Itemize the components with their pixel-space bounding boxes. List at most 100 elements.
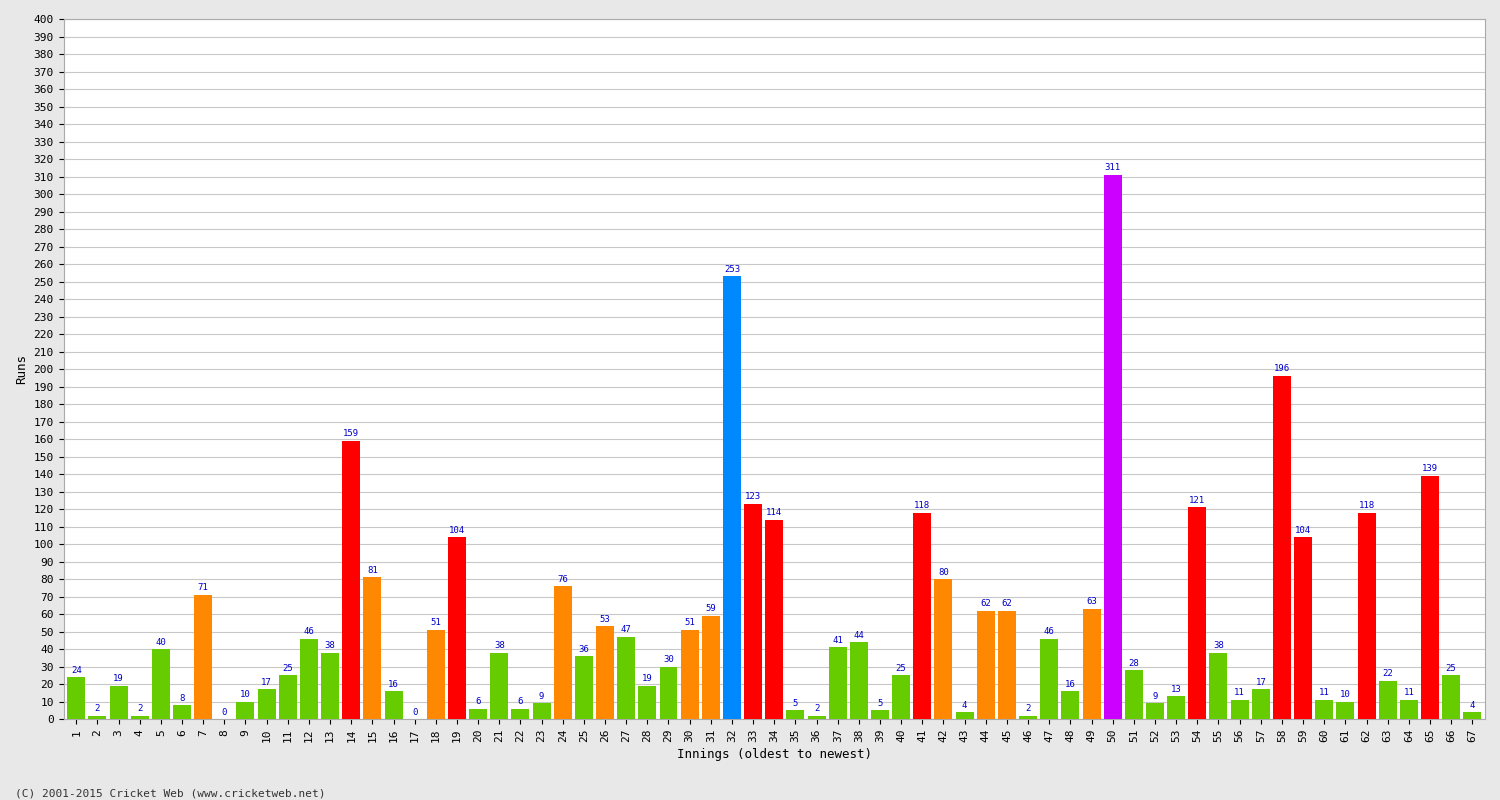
Bar — [130, 716, 148, 719]
Bar — [194, 595, 211, 719]
Text: 76: 76 — [558, 574, 568, 583]
Bar — [1209, 653, 1227, 719]
Bar — [681, 630, 699, 719]
Text: 159: 159 — [344, 430, 360, 438]
Text: 121: 121 — [1190, 496, 1206, 505]
Bar — [152, 650, 170, 719]
Text: 38: 38 — [494, 641, 504, 650]
Bar — [786, 710, 804, 719]
Text: 71: 71 — [198, 583, 208, 592]
Text: 19: 19 — [112, 674, 125, 683]
Bar — [1062, 691, 1080, 719]
Text: 24: 24 — [70, 666, 81, 674]
Bar — [258, 690, 276, 719]
Text: 11: 11 — [1234, 688, 1245, 698]
Text: 4: 4 — [1470, 701, 1474, 710]
Text: 36: 36 — [579, 645, 590, 654]
Bar — [1104, 174, 1122, 719]
Text: 6: 6 — [518, 697, 524, 706]
Text: 63: 63 — [1086, 598, 1096, 606]
Text: 46: 46 — [1044, 627, 1054, 636]
Bar — [1146, 703, 1164, 719]
Bar — [828, 647, 846, 719]
Bar — [807, 716, 825, 719]
Text: 30: 30 — [663, 655, 674, 664]
Bar — [1167, 697, 1185, 719]
Text: 17: 17 — [1256, 678, 1266, 687]
Text: 4: 4 — [962, 701, 968, 710]
Text: 311: 311 — [1104, 163, 1120, 172]
Bar — [1041, 638, 1058, 719]
Bar — [363, 578, 381, 719]
Text: 10: 10 — [240, 690, 250, 699]
Text: 9: 9 — [1152, 692, 1158, 701]
Text: 104: 104 — [448, 526, 465, 534]
Bar — [1188, 507, 1206, 719]
Text: 25: 25 — [282, 664, 292, 673]
Bar — [976, 610, 994, 719]
Bar — [574, 656, 592, 719]
Bar — [914, 513, 932, 719]
Text: 22: 22 — [1383, 669, 1394, 678]
Bar — [892, 675, 910, 719]
Bar — [1019, 716, 1036, 719]
Bar — [1252, 690, 1270, 719]
Bar — [448, 537, 466, 719]
Text: 2: 2 — [94, 704, 100, 713]
Bar — [512, 709, 530, 719]
Text: (C) 2001-2015 Cricket Web (www.cricketweb.net): (C) 2001-2015 Cricket Web (www.cricketwe… — [15, 788, 326, 798]
Bar — [237, 702, 255, 719]
Text: 47: 47 — [621, 626, 632, 634]
Bar — [342, 441, 360, 719]
Text: 118: 118 — [915, 501, 930, 510]
Bar — [300, 638, 318, 719]
Bar — [998, 610, 1016, 719]
Text: 19: 19 — [642, 674, 652, 683]
Text: 13: 13 — [1172, 685, 1182, 694]
Text: 16: 16 — [388, 679, 399, 689]
Text: 51: 51 — [430, 618, 441, 627]
Text: 0: 0 — [413, 707, 417, 717]
Text: 11: 11 — [1404, 688, 1414, 698]
Text: 6: 6 — [476, 697, 482, 706]
Y-axis label: Runs: Runs — [15, 354, 28, 384]
Bar — [427, 630, 445, 719]
Bar — [172, 706, 190, 719]
Bar — [384, 691, 402, 719]
Text: 2: 2 — [136, 704, 142, 713]
Text: 114: 114 — [766, 508, 783, 517]
Text: 25: 25 — [1446, 664, 1456, 673]
Bar — [1125, 670, 1143, 719]
Bar — [1230, 700, 1248, 719]
Text: 139: 139 — [1422, 464, 1438, 474]
Bar — [1400, 700, 1417, 719]
Text: 2: 2 — [1026, 704, 1030, 713]
Bar — [744, 504, 762, 719]
Text: 118: 118 — [1359, 501, 1374, 510]
Text: 62: 62 — [1002, 599, 1013, 608]
Text: 28: 28 — [1128, 658, 1138, 667]
X-axis label: Innings (oldest to newest): Innings (oldest to newest) — [676, 748, 871, 761]
Text: 0: 0 — [222, 707, 226, 717]
Bar — [470, 709, 488, 719]
Text: 53: 53 — [600, 615, 610, 624]
Bar — [1442, 675, 1460, 719]
Text: 196: 196 — [1274, 365, 1290, 374]
Bar — [490, 653, 508, 719]
Bar — [702, 616, 720, 719]
Text: 17: 17 — [261, 678, 272, 687]
Bar — [321, 653, 339, 719]
Text: 38: 38 — [324, 641, 336, 650]
Text: 25: 25 — [896, 664, 906, 673]
Bar — [532, 703, 550, 719]
Text: 5: 5 — [878, 699, 882, 708]
Bar — [1274, 376, 1292, 719]
Text: 80: 80 — [938, 567, 950, 577]
Text: 38: 38 — [1214, 641, 1224, 650]
Text: 16: 16 — [1065, 679, 1076, 689]
Text: 2: 2 — [815, 704, 819, 713]
Bar — [765, 520, 783, 719]
Text: 81: 81 — [368, 566, 378, 575]
Text: 123: 123 — [746, 492, 760, 502]
Text: 44: 44 — [853, 630, 864, 639]
